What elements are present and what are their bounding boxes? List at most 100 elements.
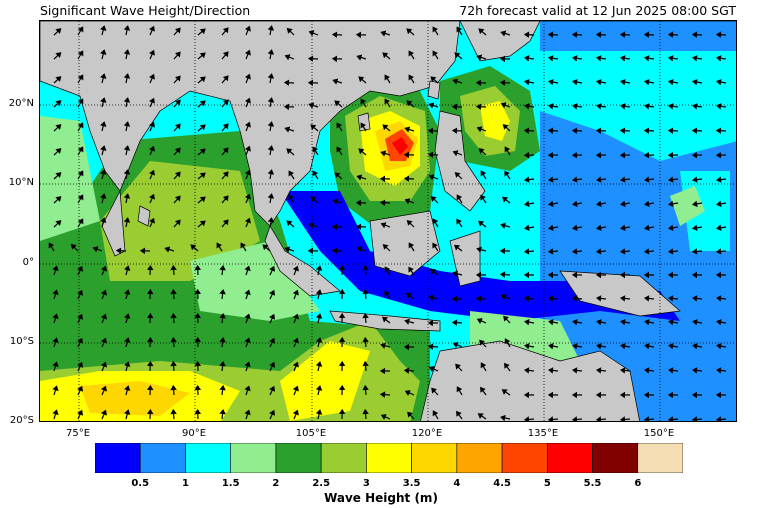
wave-direction-arrowhead <box>123 217 131 223</box>
wave-direction-arrowhead <box>244 73 251 80</box>
wave-direction-arrowhead <box>286 220 293 227</box>
wave-direction-arrowhead <box>691 367 698 374</box>
wave-direction-arrowhead <box>123 121 131 127</box>
wave-direction-arrowhead <box>194 288 202 295</box>
wave-direction-arrowhead <box>149 25 155 32</box>
wave-direction-arrowhead <box>379 199 386 206</box>
wave-direction-arrowhead <box>595 343 602 350</box>
colorbar-swatch <box>411 443 458 473</box>
wave-direction-arrowhead <box>523 176 530 183</box>
wave-direction-arrowhead <box>715 319 722 326</box>
lat-label-0: 0° <box>22 257 34 268</box>
wave-direction-arrowhead <box>362 264 369 271</box>
wave-direction-arrowhead <box>499 247 506 255</box>
wave-direction-arrowhead <box>362 384 369 391</box>
wave-direction-arrowhead <box>571 176 578 183</box>
wave-direction-arrowhead <box>643 367 650 374</box>
wave-direction-arrowhead <box>222 75 229 82</box>
wave-direction-arrowhead <box>595 416 602 421</box>
wave-direction-arrowhead <box>432 218 439 225</box>
wave-direction-arrowhead <box>667 55 674 62</box>
wave-direction-arrowhead <box>691 78 698 86</box>
wave-direction-arrowhead <box>146 384 154 391</box>
wave-direction-arrowhead <box>715 127 722 134</box>
wave-direction-arrowhead <box>338 336 346 343</box>
wave-direction-arrowhead <box>452 150 459 157</box>
colorbar-swatch <box>185 443 231 473</box>
wave-direction-arrowhead <box>480 386 486 393</box>
wave-direction-arrowhead <box>199 172 206 179</box>
wave-direction-arrowhead <box>269 385 276 392</box>
map-svg <box>40 21 736 421</box>
wave-direction-arrowhead <box>149 217 155 224</box>
wave-direction-arrowhead <box>362 336 369 343</box>
wave-direction-arrowhead <box>292 409 299 416</box>
wave-direction-arrowhead <box>571 127 578 134</box>
wave-direction-arrowhead <box>164 246 171 253</box>
wave-direction-arrowhead <box>92 246 99 253</box>
wave-direction-arrowhead <box>406 292 413 299</box>
wave-direction-arrowhead <box>499 79 506 86</box>
wave-direction-arrowhead <box>380 150 387 157</box>
wave-direction-arrowhead <box>315 313 323 319</box>
wave-direction-arrowhead <box>715 103 722 110</box>
wave-direction-arrowhead <box>336 122 343 129</box>
wave-direction-arrowhead <box>595 127 602 134</box>
wave-direction-arrowhead <box>244 409 251 416</box>
wave-direction-arrowhead <box>384 266 391 273</box>
wave-direction-arrowhead <box>428 102 435 109</box>
wave-direction-arrowhead <box>124 337 131 343</box>
wave-direction-arrowhead <box>379 391 386 398</box>
wave-direction-arrowhead <box>315 289 323 295</box>
wave-direction-arrowhead <box>77 194 84 201</box>
wave-direction-arrowhead <box>547 391 554 399</box>
wave-direction-arrowhead <box>124 361 131 367</box>
wave-direction-arrowhead <box>523 391 530 399</box>
wave-direction-arrowhead <box>407 411 413 418</box>
wave-direction-arrowhead <box>149 169 155 176</box>
colorbar-swatch <box>275 443 322 473</box>
wave-direction-arrowhead <box>427 319 434 327</box>
wave-direction-arrowhead <box>77 26 84 33</box>
wave-direction-arrowhead <box>315 265 323 271</box>
wave-direction-arrowhead <box>715 200 722 208</box>
wave-direction-arrowhead <box>456 386 463 393</box>
wave-direction-arrowhead <box>547 200 554 208</box>
wave-direction-arrowhead <box>523 319 530 326</box>
wave-direction-arrowhead <box>355 223 362 230</box>
wave-direction-arrowhead <box>480 194 486 201</box>
wave-direction-arrowhead <box>430 76 437 83</box>
wave-direction-arrowhead <box>355 199 362 207</box>
wave-direction-arrowhead <box>715 367 722 374</box>
wave-direction-arrowhead <box>547 224 554 231</box>
wave-direction-arrowhead <box>77 361 84 368</box>
wave-direction-arrowhead <box>360 122 367 129</box>
wave-direction-arrowhead <box>244 169 251 176</box>
wave-direction-arrowhead <box>691 176 698 183</box>
wave-direction-arrowhead <box>380 342 386 349</box>
wave-direction-arrowhead <box>52 361 59 368</box>
wave-direction-arrowhead <box>619 78 626 86</box>
wave-direction-arrowhead <box>667 319 674 326</box>
wave-direction-arrowhead <box>643 391 650 399</box>
wave-direction-arrowhead <box>219 264 226 271</box>
wave-direction-arrowhead <box>500 222 506 229</box>
wave-direction-arrowhead <box>667 295 674 302</box>
wave-direction-arrowhead <box>199 148 206 155</box>
wave-direction-arrowhead <box>146 360 154 367</box>
wave-direction-arrowhead <box>52 385 59 392</box>
wave-direction-arrowhead <box>619 103 626 110</box>
wave-direction-arrowhead <box>571 31 578 38</box>
wave-direction-arrowhead <box>222 51 229 58</box>
wave-direction-arrowhead <box>384 98 391 105</box>
wave-direction-arrowhead <box>52 265 59 272</box>
colorbar-tick-label: 3 <box>362 478 370 489</box>
wave-direction-arrowhead <box>523 224 530 231</box>
wave-direction-arrowhead <box>571 295 578 302</box>
wave-direction-arrowhead <box>432 242 438 249</box>
wave-direction-arrowhead <box>100 217 107 223</box>
wave-direction-arrowhead <box>667 248 674 255</box>
wave-direction-arrowhead <box>312 146 319 153</box>
wave-direction-arrowhead <box>456 410 462 417</box>
wave-direction-arrowhead <box>571 343 578 350</box>
